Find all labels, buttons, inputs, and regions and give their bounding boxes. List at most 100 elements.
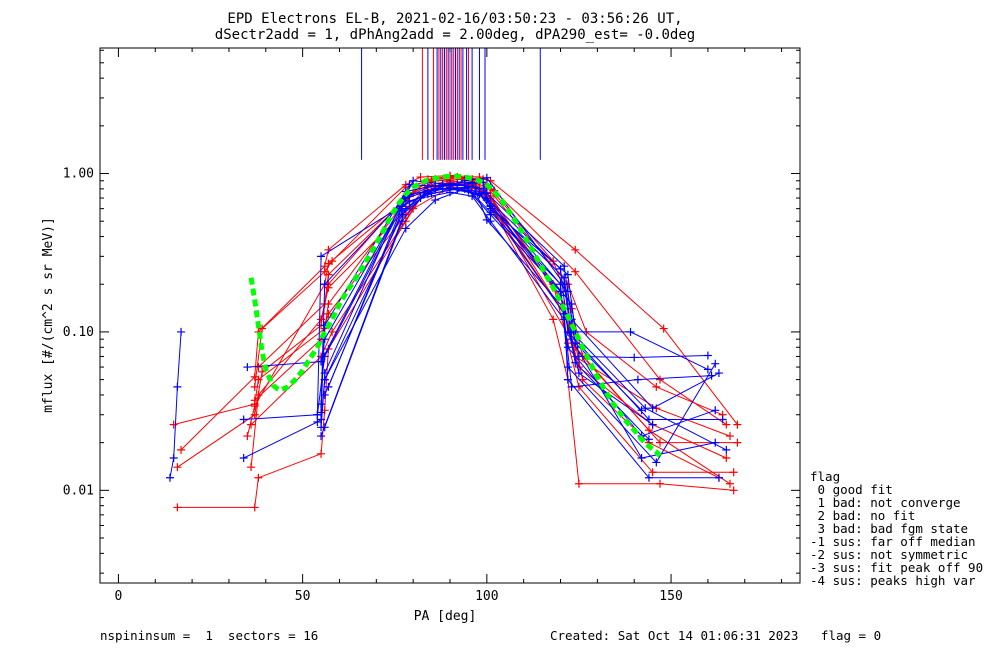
footer-left: nspininsum = 1 sectors = 16 <box>100 628 318 643</box>
legend-item: -3 sus: fit peak off 90 <box>810 560 983 575</box>
series-line-blue <box>324 191 712 428</box>
data-point-blue <box>714 473 723 482</box>
data-point-red <box>729 468 738 477</box>
data-point-blue <box>482 215 491 224</box>
data-point-red <box>733 438 742 447</box>
data-point-blue <box>703 365 712 374</box>
x-tick-label: 0 <box>115 589 123 604</box>
data-point-red <box>247 463 256 472</box>
data-point-blue <box>637 406 646 415</box>
data-point-red <box>247 420 256 429</box>
data-point-red <box>254 363 263 372</box>
data-point-blue <box>409 176 418 185</box>
chart-title-line2: dSectr2add = 1, dPhAng2add = 2.00deg, dP… <box>215 27 695 43</box>
data-point-blue <box>574 352 583 361</box>
data-point-blue <box>563 270 572 279</box>
data-point-blue <box>431 184 440 193</box>
data-point-blue <box>648 404 657 413</box>
series-line-blue <box>247 183 723 420</box>
data-point-red <box>324 259 333 268</box>
data-point-blue <box>431 196 440 205</box>
y-tick-label: 1.00 <box>63 167 94 182</box>
data-point-blue <box>173 382 182 391</box>
data-point-red <box>722 453 731 462</box>
data-point-red <box>416 173 425 182</box>
legend-title: flag <box>810 469 840 484</box>
data-point-red <box>644 426 653 435</box>
data-point-blue <box>482 173 491 182</box>
data-point-red <box>726 432 734 441</box>
data-point-red <box>659 324 668 333</box>
data-point-blue <box>722 445 731 454</box>
data-point-blue <box>567 382 576 391</box>
series-line-blue <box>320 188 716 437</box>
data-point-blue <box>574 369 583 378</box>
data-point-blue <box>464 183 473 192</box>
data-point-red <box>324 270 333 279</box>
data-point-red <box>656 375 664 384</box>
data-point-blue <box>468 178 477 187</box>
data-point-red <box>254 473 263 482</box>
data-point-blue <box>166 473 174 482</box>
data-point-blue <box>177 327 186 336</box>
data-point-blue <box>169 453 178 462</box>
data-point-red <box>250 503 259 512</box>
data-point-blue <box>243 363 252 372</box>
series-line-blue <box>243 177 716 459</box>
data-point-red <box>169 420 178 429</box>
data-point-blue <box>711 359 720 368</box>
data-point-red <box>177 445 186 454</box>
series-line-blue <box>320 188 709 437</box>
data-point-blue <box>479 184 488 193</box>
legend-item: -1 sus: far off median <box>810 534 976 549</box>
data-point-blue <box>324 382 333 391</box>
data-point-red <box>173 463 182 472</box>
data-point-red <box>250 402 259 411</box>
data-point-blue <box>416 194 425 203</box>
fit-curve <box>248 173 662 458</box>
data-point-blue <box>320 390 329 399</box>
data-point-blue <box>707 371 716 380</box>
data-point-blue <box>718 415 727 424</box>
legend-item: -4 sus: peaks high var <box>810 573 976 588</box>
data-point-red <box>722 420 731 429</box>
data-point-red <box>549 257 558 266</box>
legend-item: -2 sus: not symmetric <box>810 547 968 562</box>
data-point-red <box>243 432 252 441</box>
data-point-red <box>648 468 657 477</box>
data-point-blue <box>571 339 580 348</box>
data-point-blue <box>482 196 491 205</box>
x-tick-label: 50 <box>295 589 311 604</box>
data-point-blue <box>313 410 322 419</box>
data-point-blue <box>652 458 661 467</box>
data-point-red <box>549 315 558 324</box>
data-point-red <box>250 410 259 419</box>
data-point-red <box>656 438 664 447</box>
series-line-blue <box>169 331 182 478</box>
data-point-red <box>250 382 259 391</box>
data-point-blue <box>317 252 326 261</box>
data-point-red <box>571 267 580 276</box>
data-point-red <box>320 300 329 309</box>
axes: 0 50 100 150 0.01 0.10 1.00 <box>63 47 801 604</box>
series-line-blue <box>327 186 653 426</box>
data-point-blue <box>239 415 248 424</box>
data-point-blue <box>633 375 642 384</box>
legend-item: 0 good fit <box>810 482 893 497</box>
data-point-blue <box>320 369 329 378</box>
data-point-blue <box>711 406 720 415</box>
data-point-blue <box>714 369 723 378</box>
data-point-blue <box>563 363 572 372</box>
data-point-blue <box>317 432 326 441</box>
data-point-blue <box>563 287 572 296</box>
data-point-red <box>317 449 326 458</box>
plot-area <box>166 48 742 512</box>
data-point-red <box>729 486 738 495</box>
y-axis-label: mflux [#/(cm^2 s sr MeV)] <box>41 217 56 413</box>
data-point-red <box>656 479 664 488</box>
data-point-blue <box>320 280 329 289</box>
series-line-red <box>246 178 723 437</box>
data-point-blue <box>317 357 326 366</box>
data-point-red <box>652 382 661 391</box>
data-point-blue <box>630 353 639 362</box>
